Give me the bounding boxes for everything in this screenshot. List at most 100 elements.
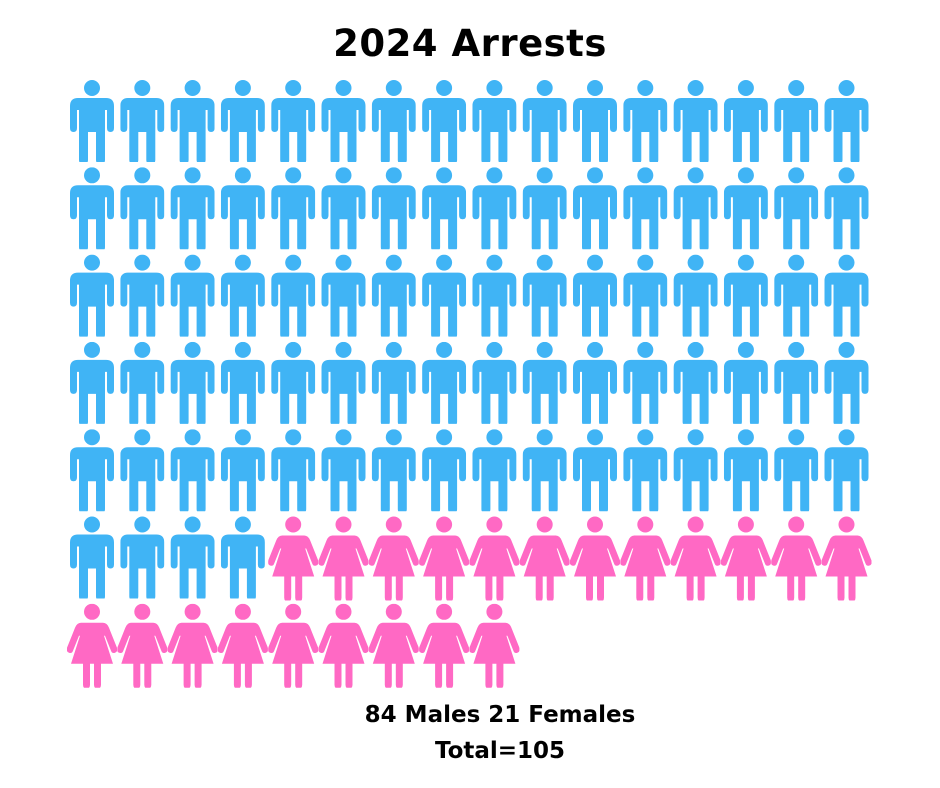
male-person-icon bbox=[70, 167, 114, 250]
female-person-icon bbox=[368, 516, 419, 601]
male-person-icon bbox=[522, 254, 567, 337]
male-person-icon bbox=[321, 167, 366, 250]
male-person-icon bbox=[70, 516, 114, 599]
female-person-icon bbox=[318, 603, 369, 688]
male-person-icon bbox=[271, 429, 316, 512]
male-person-icon bbox=[673, 254, 718, 337]
female-person-icon bbox=[368, 603, 419, 688]
male-person-icon bbox=[774, 254, 819, 337]
male-person-icon bbox=[271, 80, 316, 162]
male-person-icon bbox=[170, 254, 215, 337]
male-person-icon bbox=[120, 429, 165, 512]
male-person-icon bbox=[522, 80, 567, 162]
male-person-icon bbox=[321, 341, 366, 424]
male-person-icon bbox=[220, 429, 265, 512]
male-person-icon bbox=[321, 429, 366, 512]
female-person-icon bbox=[419, 603, 470, 688]
female-person-icon bbox=[771, 516, 822, 601]
female-person-icon bbox=[821, 516, 872, 601]
male-person-icon bbox=[321, 80, 366, 162]
male-person-icon bbox=[623, 254, 668, 337]
female-person-icon bbox=[469, 603, 520, 688]
male-person-icon bbox=[673, 429, 718, 512]
male-person-icon bbox=[70, 254, 114, 337]
male-person-icon bbox=[170, 429, 215, 512]
female-person-icon bbox=[117, 603, 168, 688]
male-person-icon bbox=[774, 167, 819, 250]
male-person-icon bbox=[220, 341, 265, 424]
caption-total: Total=105 bbox=[434, 738, 566, 764]
female-person-icon bbox=[620, 516, 671, 601]
male-person-icon bbox=[573, 80, 617, 162]
male-person-icon bbox=[70, 80, 114, 162]
female-person-icon bbox=[318, 516, 369, 601]
male-person-icon bbox=[824, 254, 869, 337]
male-person-icon bbox=[321, 254, 366, 337]
male-person-icon bbox=[170, 167, 215, 250]
female-person-icon bbox=[268, 516, 319, 601]
caption-breakdown: 84 Males 21 Females bbox=[364, 702, 636, 728]
male-person-icon bbox=[271, 341, 316, 424]
male-person-icon bbox=[774, 341, 819, 424]
male-person-icon bbox=[623, 341, 668, 424]
male-person-icon bbox=[422, 254, 467, 337]
male-person-icon bbox=[220, 80, 265, 162]
female-person-icon bbox=[217, 603, 268, 688]
male-person-icon bbox=[120, 516, 165, 599]
female-person-icon bbox=[268, 603, 319, 688]
male-person-icon bbox=[824, 167, 869, 250]
male-person-icon bbox=[472, 167, 517, 250]
male-person-icon bbox=[673, 341, 718, 424]
female-person-icon bbox=[519, 516, 570, 601]
male-person-icon bbox=[623, 429, 668, 512]
male-person-icon bbox=[271, 254, 316, 337]
male-person-icon bbox=[472, 429, 517, 512]
male-person-icon bbox=[371, 254, 416, 337]
male-person-icon bbox=[170, 80, 215, 162]
male-person-icon bbox=[573, 167, 617, 250]
male-person-icon bbox=[220, 254, 265, 337]
male-person-icon bbox=[271, 167, 316, 250]
chart-title: 2024 Arrests bbox=[333, 22, 607, 65]
male-person-icon bbox=[220, 516, 265, 599]
male-person-icon bbox=[120, 254, 165, 337]
male-person-icon bbox=[422, 341, 467, 424]
female-person-icon bbox=[570, 516, 620, 601]
male-person-icon bbox=[422, 429, 467, 512]
male-person-icon bbox=[70, 429, 114, 512]
male-person-icon bbox=[573, 341, 617, 424]
male-person-icon bbox=[774, 80, 819, 162]
male-person-icon bbox=[623, 167, 668, 250]
male-person-icon bbox=[422, 167, 467, 250]
male-person-icon bbox=[371, 429, 416, 512]
male-person-icon bbox=[70, 341, 114, 424]
male-person-icon bbox=[774, 429, 819, 512]
male-person-icon bbox=[573, 429, 617, 512]
male-person-icon bbox=[824, 341, 869, 424]
male-person-icon bbox=[120, 167, 165, 250]
male-person-icon bbox=[120, 80, 165, 162]
male-person-icon bbox=[723, 167, 768, 250]
male-person-icon bbox=[573, 254, 617, 337]
male-person-icon bbox=[371, 167, 416, 250]
male-person-icon bbox=[170, 516, 215, 599]
male-person-icon bbox=[522, 341, 567, 424]
male-person-icon bbox=[824, 80, 869, 162]
female-person-icon bbox=[167, 603, 218, 688]
male-person-icon bbox=[120, 341, 165, 424]
male-person-icon bbox=[723, 341, 768, 424]
female-person-icon bbox=[720, 516, 771, 601]
female-person-icon bbox=[469, 516, 520, 601]
male-person-icon bbox=[673, 80, 718, 162]
female-person-icon bbox=[670, 516, 721, 601]
male-person-icon bbox=[522, 167, 567, 250]
male-person-icon bbox=[824, 429, 869, 512]
male-person-icon bbox=[472, 341, 517, 424]
male-person-icon bbox=[623, 80, 668, 162]
male-person-icon bbox=[220, 167, 265, 250]
male-person-icon bbox=[472, 80, 517, 162]
female-person-icon bbox=[419, 516, 470, 601]
male-person-icon bbox=[422, 80, 467, 162]
